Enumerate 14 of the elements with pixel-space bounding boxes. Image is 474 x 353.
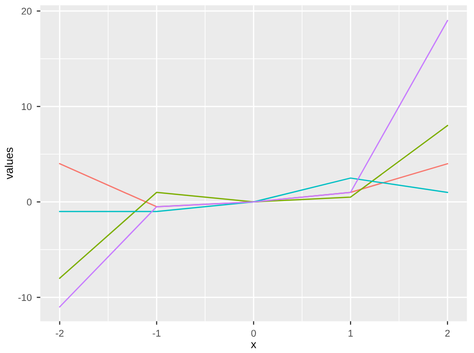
x-axis-title: x — [250, 342, 256, 348]
x-tick-label: 1 — [348, 330, 353, 337]
line-series — [59, 177, 448, 212]
y-axis-title: values — [4, 148, 13, 180]
x-tick-label: -1 — [152, 330, 160, 337]
y-tick-label: 20 — [22, 8, 32, 15]
line-series — [59, 124, 448, 279]
y-tick-label: 10 — [22, 103, 32, 110]
line-series — [59, 20, 448, 308]
x-tick-label: -2 — [56, 330, 64, 337]
x-tick-label: 0 — [251, 330, 256, 337]
y-tick-label: -10 — [18, 294, 32, 301]
x-tick-label: 2 — [445, 330, 450, 337]
y-tick-label: 0 — [26, 198, 32, 206]
